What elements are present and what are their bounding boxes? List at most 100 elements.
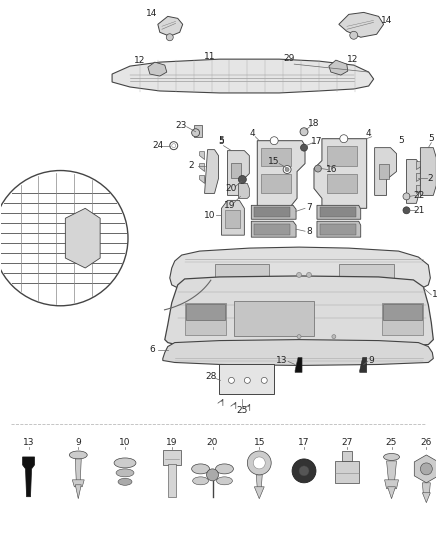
Text: 18: 18 bbox=[308, 119, 320, 128]
Bar bbox=[234, 301, 314, 336]
Circle shape bbox=[332, 335, 336, 338]
Polygon shape bbox=[314, 139, 367, 208]
Text: 27: 27 bbox=[341, 438, 353, 447]
Polygon shape bbox=[329, 60, 348, 75]
Polygon shape bbox=[417, 174, 422, 181]
Polygon shape bbox=[406, 159, 420, 204]
Ellipse shape bbox=[118, 478, 132, 485]
Bar bbox=[261, 148, 291, 166]
Polygon shape bbox=[200, 175, 205, 183]
Polygon shape bbox=[148, 62, 167, 76]
Circle shape bbox=[314, 165, 321, 172]
Text: 20: 20 bbox=[207, 438, 218, 447]
Text: 14: 14 bbox=[381, 16, 392, 25]
Circle shape bbox=[307, 272, 311, 278]
Polygon shape bbox=[75, 459, 81, 482]
Polygon shape bbox=[251, 221, 296, 237]
Circle shape bbox=[299, 466, 309, 476]
Text: 24: 24 bbox=[152, 141, 163, 150]
Text: 21: 21 bbox=[414, 206, 425, 215]
Text: 12: 12 bbox=[347, 55, 358, 63]
Circle shape bbox=[247, 451, 271, 475]
Circle shape bbox=[420, 463, 432, 475]
Bar bbox=[382, 304, 422, 320]
Polygon shape bbox=[170, 247, 430, 294]
Text: 13: 13 bbox=[276, 356, 288, 365]
Circle shape bbox=[270, 137, 278, 144]
Polygon shape bbox=[422, 492, 430, 503]
Polygon shape bbox=[251, 205, 296, 219]
Bar bbox=[194, 125, 201, 137]
Text: 25: 25 bbox=[386, 438, 397, 447]
Bar bbox=[327, 174, 357, 193]
Circle shape bbox=[285, 167, 289, 172]
Circle shape bbox=[283, 166, 291, 174]
Polygon shape bbox=[227, 151, 249, 196]
Bar bbox=[320, 224, 356, 235]
Circle shape bbox=[261, 377, 267, 383]
Text: 26: 26 bbox=[420, 438, 432, 447]
Text: 4: 4 bbox=[366, 129, 371, 138]
Bar bbox=[342, 451, 352, 461]
Text: 1: 1 bbox=[432, 290, 438, 300]
Text: 19: 19 bbox=[224, 201, 235, 210]
Polygon shape bbox=[417, 185, 422, 193]
Text: 25: 25 bbox=[237, 406, 248, 415]
Text: 5: 5 bbox=[399, 136, 404, 145]
Circle shape bbox=[297, 335, 301, 338]
Polygon shape bbox=[317, 205, 361, 219]
Polygon shape bbox=[72, 480, 84, 487]
Circle shape bbox=[300, 144, 307, 151]
Circle shape bbox=[166, 34, 173, 41]
Polygon shape bbox=[256, 475, 262, 489]
Bar bbox=[261, 174, 291, 193]
Text: 15: 15 bbox=[268, 157, 280, 166]
Polygon shape bbox=[387, 461, 396, 482]
Polygon shape bbox=[65, 208, 100, 268]
Text: 23: 23 bbox=[175, 122, 187, 130]
Polygon shape bbox=[388, 487, 396, 499]
Polygon shape bbox=[200, 151, 205, 159]
Text: 2: 2 bbox=[189, 161, 194, 170]
Polygon shape bbox=[420, 148, 436, 196]
Text: 14: 14 bbox=[146, 9, 158, 18]
Text: 9: 9 bbox=[75, 438, 81, 447]
Circle shape bbox=[403, 207, 410, 214]
Polygon shape bbox=[385, 480, 399, 489]
Text: 17: 17 bbox=[298, 438, 310, 447]
Bar bbox=[254, 207, 290, 217]
Bar bbox=[185, 303, 226, 335]
Polygon shape bbox=[317, 221, 361, 237]
Circle shape bbox=[292, 459, 316, 483]
Text: 28: 28 bbox=[206, 372, 217, 381]
Bar bbox=[186, 304, 226, 320]
Text: 15: 15 bbox=[254, 438, 265, 447]
Text: 8: 8 bbox=[306, 227, 312, 236]
Polygon shape bbox=[238, 183, 249, 198]
Circle shape bbox=[0, 171, 128, 306]
Circle shape bbox=[207, 469, 219, 481]
Polygon shape bbox=[205, 150, 219, 193]
Polygon shape bbox=[23, 457, 35, 497]
Ellipse shape bbox=[384, 454, 399, 461]
Bar bbox=[339, 264, 393, 286]
Ellipse shape bbox=[116, 469, 134, 477]
Text: 16: 16 bbox=[326, 165, 338, 174]
Polygon shape bbox=[422, 483, 430, 495]
Circle shape bbox=[350, 31, 358, 39]
Text: 22: 22 bbox=[414, 191, 425, 200]
Circle shape bbox=[297, 272, 301, 278]
Text: 17: 17 bbox=[311, 137, 323, 146]
Circle shape bbox=[229, 377, 234, 383]
Polygon shape bbox=[339, 12, 384, 37]
Bar bbox=[381, 303, 424, 335]
Text: 5: 5 bbox=[219, 136, 224, 145]
Circle shape bbox=[244, 377, 251, 383]
Text: 6: 6 bbox=[149, 345, 155, 354]
Ellipse shape bbox=[193, 477, 208, 485]
Polygon shape bbox=[414, 455, 438, 483]
Polygon shape bbox=[295, 358, 302, 373]
Bar bbox=[231, 163, 241, 179]
Bar bbox=[168, 464, 176, 497]
Text: 20: 20 bbox=[226, 184, 237, 193]
